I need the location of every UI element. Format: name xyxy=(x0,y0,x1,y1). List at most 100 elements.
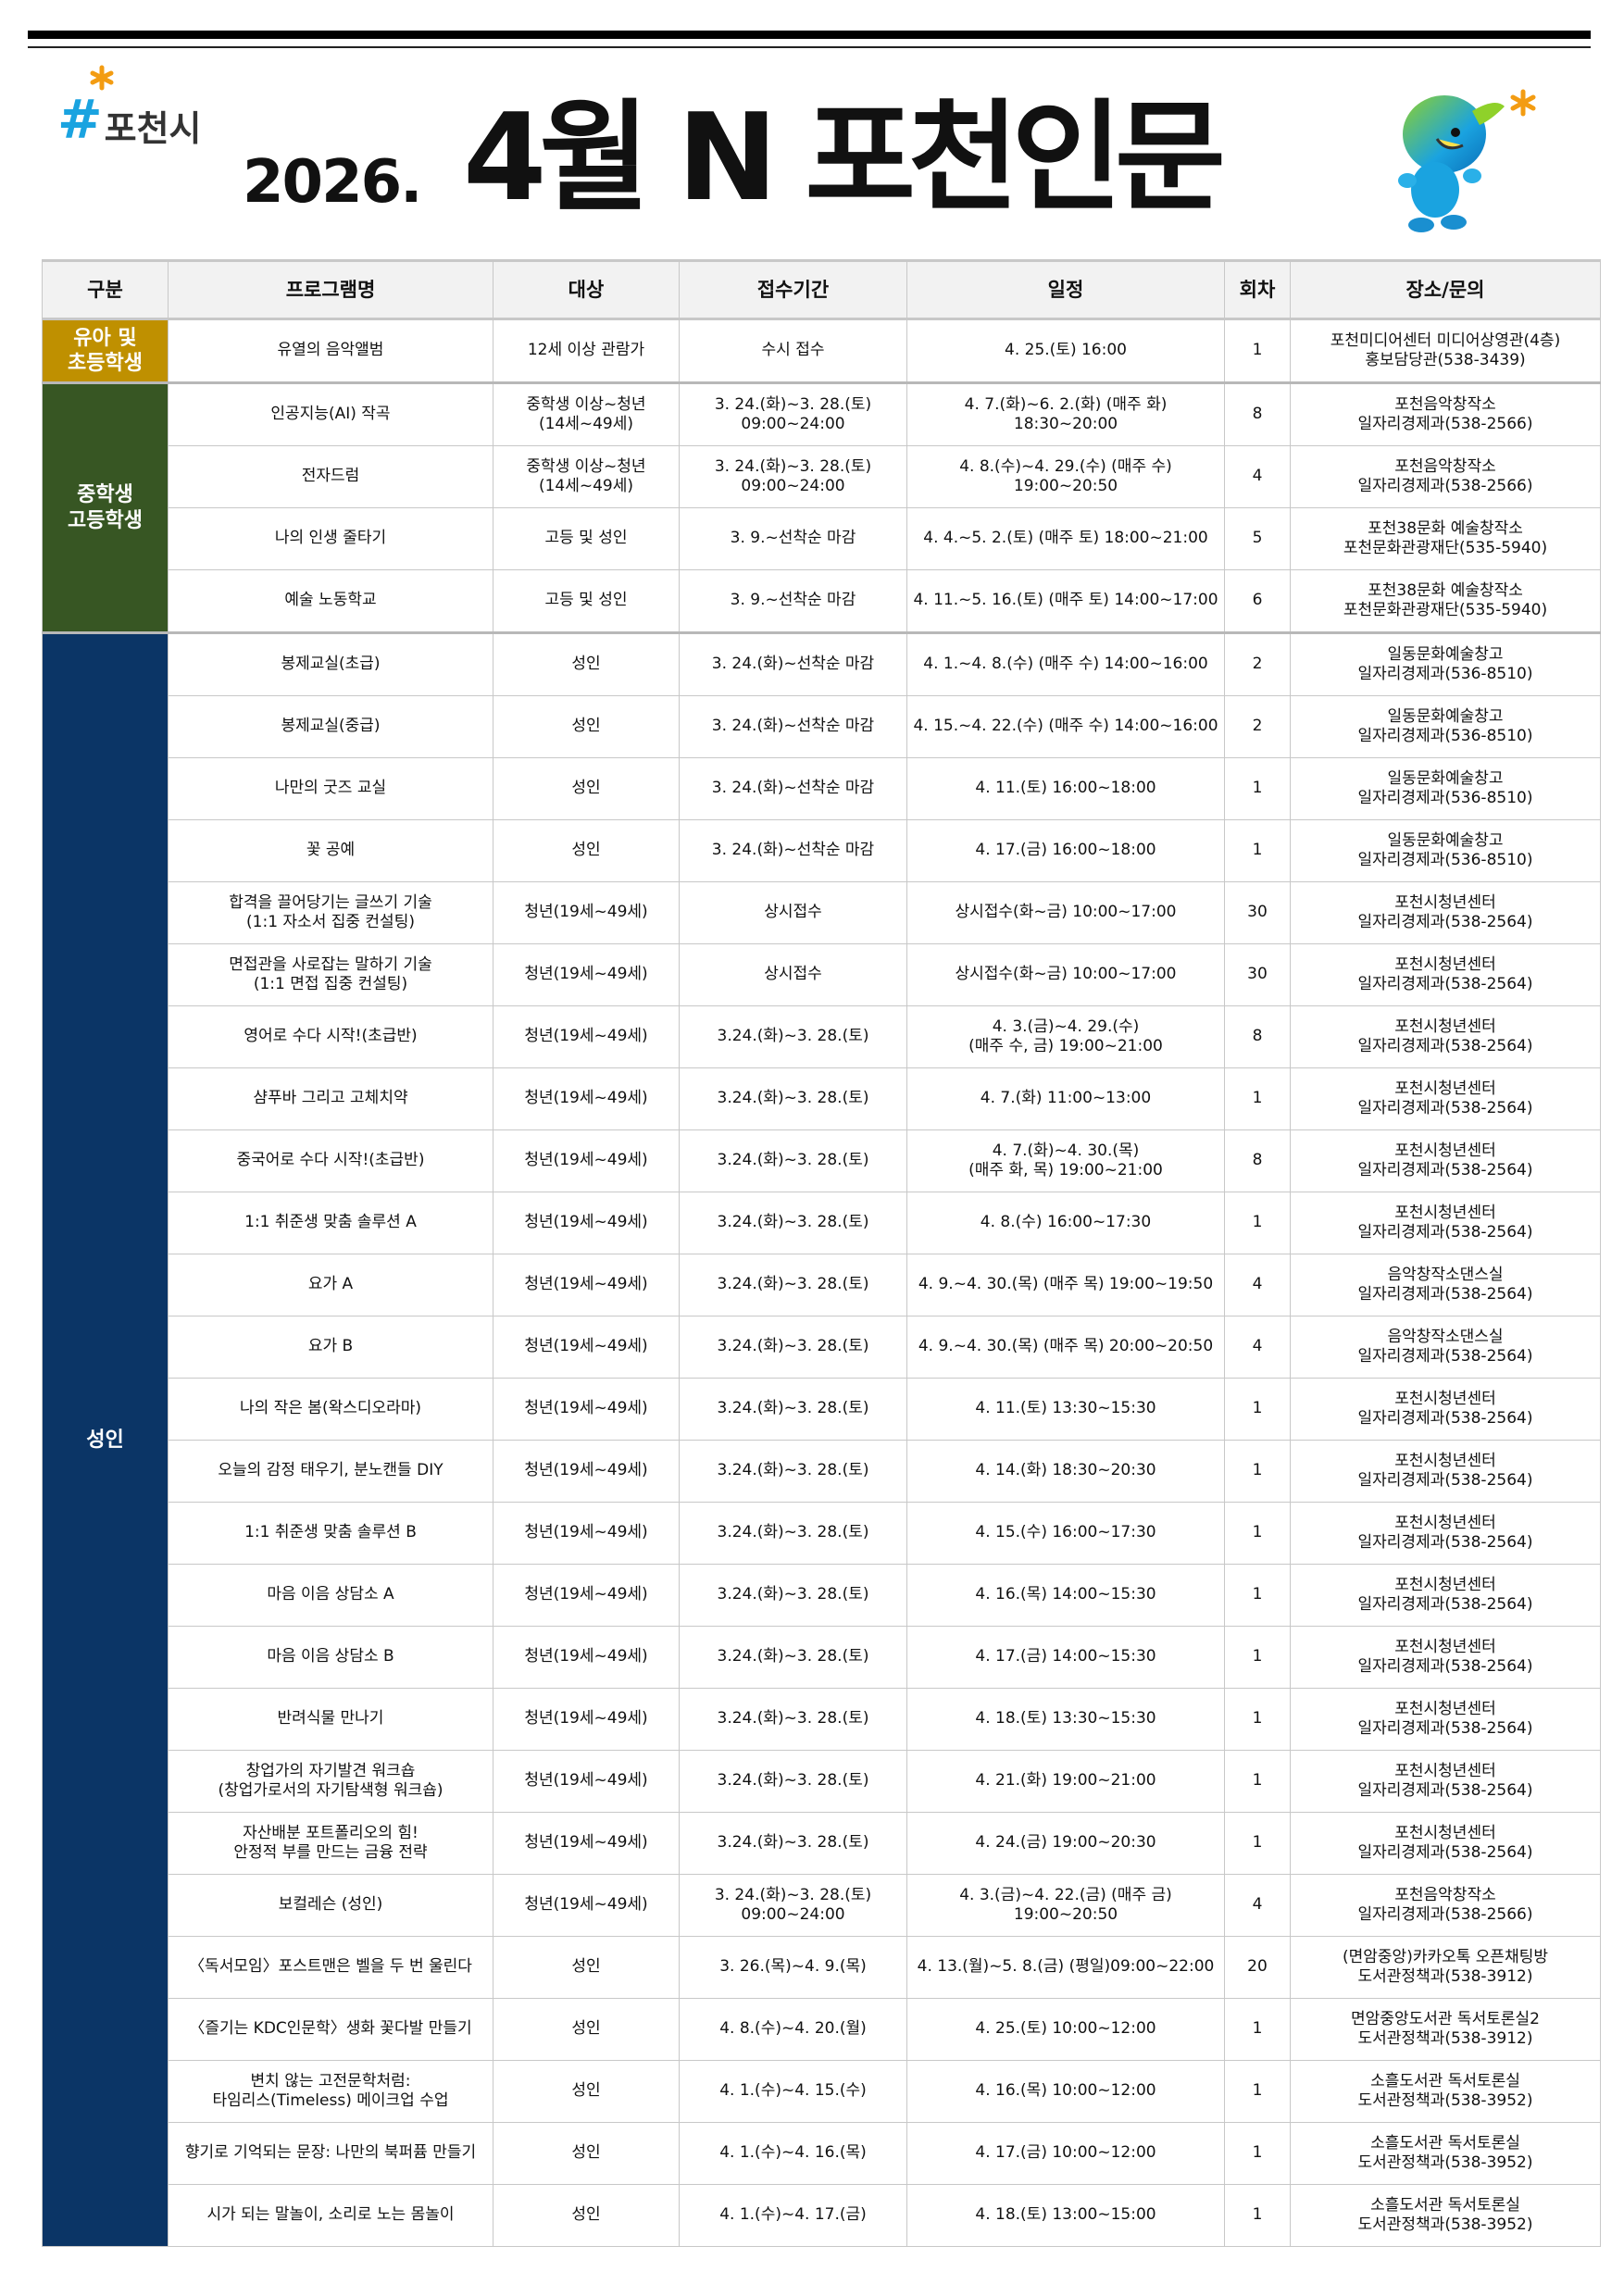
program-name-cell: 요가 B xyxy=(168,1316,493,1379)
table-row: 샴푸바 그리고 고체치약 청년(19세~49세) 3.24.(화)~3. 28.(토… xyxy=(43,1067,1601,1130)
registration-period-cell: 3. 26.(목)~4. 9.(목) xyxy=(679,1936,907,1999)
program-name-cell: 향기로 기억되는 문장: 나만의 북퍼퓸 만들기 xyxy=(168,2122,493,2185)
table-row: 마음 이음 상담소 A 청년(19세~49세) 3.24.(화)~3. 28.(토)… xyxy=(43,1564,1601,1627)
venue-contact-cell: 일동문화예술창고 일자리경제과(536-8510) xyxy=(1290,631,1601,696)
top-rule-thin xyxy=(28,46,1591,48)
program-name-cell: 마음 이음 상담소 A xyxy=(168,1564,493,1627)
registration-period-cell: 3. 24.(화)~선착순 마감 xyxy=(679,695,907,758)
table-row: 〈독서모임〉포스트맨은 벨을 두 번 울린다 성인 3. 26.(목)~4. 9.(… xyxy=(43,1936,1601,1999)
registration-period-cell: 3. 24.(화)~3. 28.(토) 09:00~24:00 xyxy=(679,381,907,446)
venue-contact-cell: 소흘도서관 독서토론실 도서관정책과(538-3952) xyxy=(1290,2122,1601,2185)
col-header-schedule: 일정 xyxy=(906,259,1225,320)
registration-period-cell: 상시접수 xyxy=(679,881,907,944)
target-cell: 성인 xyxy=(493,757,680,820)
schedule-cell: 4. 8.(수) 16:00~17:30 xyxy=(906,1192,1225,1254)
session-count-cell: 30 xyxy=(1224,881,1291,944)
program-name-cell: 시가 되는 말놀이, 소리로 노는 몸놀이 xyxy=(168,2184,493,2247)
program-table: 구분 프로그램명 대상 접수기간 일정 회차 장소/문의 유아 및 초등학생 유열… xyxy=(42,259,1601,2247)
session-count-cell: 1 xyxy=(1224,1564,1291,1627)
table-row: 전자드럼 중학생 이상~청년 (14세~49세) 3. 24.(화)~3. 28.(… xyxy=(43,445,1601,508)
program-name-cell: 면접관을 사로잡는 말하기 기술 (1:1 면접 집중 컨설팅) xyxy=(168,943,493,1006)
session-count-cell: 4 xyxy=(1224,1254,1291,1316)
program-name-cell: 변치 않는 고전문학처럼: 타임리스(Timeless) 메이크업 수업 xyxy=(168,2060,493,2123)
schedule-cell: 4. 3.(금)~4. 29.(수) (매주 수, 금) 19:00~21:00 xyxy=(906,1005,1225,1068)
schedule-cell: 4. 4.~5. 2.(토) (매주 토) 18:00~21:00 xyxy=(906,507,1225,570)
table-row: 변치 않는 고전문학처럼: 타임리스(Timeless) 메이크업 수업 성인 4.… xyxy=(43,2060,1601,2123)
registration-period-cell: 3. 24.(화)~3. 28.(토) 09:00~24:00 xyxy=(679,1874,907,1937)
venue-contact-cell: 포천시청년센터 일자리경제과(538-2564) xyxy=(1290,1626,1601,1689)
target-cell: 청년(19세~49세) xyxy=(493,1812,680,1875)
logo-text: 포천시 xyxy=(104,108,202,149)
col-header-registration: 접수기간 xyxy=(679,259,907,320)
table-header-row: 구분 프로그램명 대상 접수기간 일정 회차 장소/문의 xyxy=(42,259,1601,320)
registration-period-cell: 3.24.(화)~3. 28.(토) xyxy=(679,1502,907,1565)
table-row: 나의 작은 봄(왁스디오라마) 청년(19세~49세) 3.24.(화)~3. 28… xyxy=(43,1378,1601,1441)
schedule-cell: 4. 18.(토) 13:00~15:00 xyxy=(906,2184,1225,2247)
session-count-cell: 4 xyxy=(1224,1316,1291,1379)
registration-period-cell: 3. 24.(화)~선착순 마감 xyxy=(679,757,907,820)
session-count-cell: 30 xyxy=(1224,943,1291,1006)
registration-period-cell: 4. 1.(수)~4. 16.(목) xyxy=(679,2122,907,2185)
table-row: 합격을 끌어당기는 글쓰기 기술 (1:1 자소서 집중 컨설팅) 청년(19세~… xyxy=(43,881,1601,944)
registration-period-cell: 3.24.(화)~3. 28.(토) xyxy=(679,1812,907,1875)
category-cell: 중학생 고등학생 xyxy=(42,381,169,633)
program-name-cell: 봉제교실(초급) xyxy=(168,631,493,696)
schedule-cell: 4. 8.(수)~4. 29.(수) (매주 수) 19:00~20:50 xyxy=(906,445,1225,508)
registration-period-cell: 4. 1.(수)~4. 17.(금) xyxy=(679,2184,907,2247)
schedule-cell: 상시접수(화~금) 10:00~17:00 xyxy=(906,943,1225,1006)
target-cell: 중학생 이상~청년 (14세~49세) xyxy=(493,381,680,446)
registration-period-cell: 3.24.(화)~3. 28.(토) xyxy=(679,1005,907,1068)
col-header-target: 대상 xyxy=(493,259,680,320)
registration-period-cell: 3. 24.(화)~3. 28.(토) 09:00~24:00 xyxy=(679,445,907,508)
schedule-cell: 4. 9.~4. 30.(목) (매주 목) 19:00~19:50 xyxy=(906,1254,1225,1316)
session-count-cell: 6 xyxy=(1224,569,1291,633)
venue-contact-cell: 포천시청년센터 일자리경제과(538-2564) xyxy=(1290,943,1601,1006)
target-cell: 청년(19세~49세) xyxy=(493,1005,680,1068)
table-row: 예술 노동학교 고등 및 성인 3. 9.~선착순 마감 4. 11.~5. 16.(… xyxy=(43,569,1601,633)
table-row: 성인 봉제교실(초급) 성인 3. 24.(화)~선착순 마감 4. 1.~4. 8.(… xyxy=(42,631,1601,2247)
venue-contact-cell: 포천시청년센터 일자리경제과(538-2564) xyxy=(1290,1812,1601,1875)
registration-period-cell: 3. 9.~선착순 마감 xyxy=(679,569,907,633)
target-cell: 성인 xyxy=(493,2184,680,2247)
target-cell: 청년(19세~49세) xyxy=(493,1316,680,1379)
schedule-cell: 4. 21.(화) 19:00~21:00 xyxy=(906,1750,1225,1813)
program-name-cell: 봉제교실(중급) xyxy=(168,695,493,758)
schedule-cell: 4. 17.(금) 14:00~15:30 xyxy=(906,1626,1225,1689)
target-cell: 청년(19세~49세) xyxy=(493,1874,680,1937)
target-cell: 청년(19세~49세) xyxy=(493,1129,680,1192)
session-count-cell: 8 xyxy=(1224,381,1291,446)
program-name-cell: 합격을 끌어당기는 글쓰기 기술 (1:1 자소서 집중 컨설팅) xyxy=(168,881,493,944)
table-row: 1:1 취준생 맞춤 솔루션 B 청년(19세~49세) 3.24.(화)~3. 2… xyxy=(43,1502,1601,1565)
target-cell: 청년(19세~49세) xyxy=(493,1378,680,1441)
schedule-cell: 4. 14.(화) 18:30~20:30 xyxy=(906,1440,1225,1503)
target-cell: 고등 및 성인 xyxy=(493,569,680,633)
year-label: 2026. xyxy=(243,148,422,217)
session-count-cell: 1 xyxy=(1224,2122,1291,2185)
session-count-cell: 4 xyxy=(1224,1874,1291,1937)
schedule-cell: 상시접수(화~금) 10:00~17:00 xyxy=(906,881,1225,944)
schedule-cell: 4. 24.(금) 19:00~20:30 xyxy=(906,1812,1225,1875)
registration-period-cell: 3.24.(화)~3. 28.(토) xyxy=(679,1378,907,1441)
session-count-cell: 1 xyxy=(1224,1502,1291,1565)
target-cell: 성인 xyxy=(493,1998,680,2061)
session-count-cell: 1 xyxy=(1224,2060,1291,2123)
target-cell: 성인 xyxy=(493,819,680,882)
session-count-cell: 8 xyxy=(1224,1005,1291,1068)
target-cell: 청년(19세~49세) xyxy=(493,1067,680,1130)
registration-period-cell: 3.24.(화)~3. 28.(토) xyxy=(679,1129,907,1192)
venue-contact-cell: 포천시청년센터 일자리경제과(538-2564) xyxy=(1290,1502,1601,1565)
session-count-cell: 1 xyxy=(1224,757,1291,820)
program-name-cell: 유열의 음악앨범 xyxy=(168,318,493,383)
target-cell: 청년(19세~49세) xyxy=(493,1750,680,1813)
table-row: 향기로 기억되는 문장: 나만의 북퍼퓸 만들기 성인 4. 1.(수)~4. 16… xyxy=(43,2122,1601,2185)
schedule-cell: 4. 7.(화)~6. 2.(화) (매주 화) 18:30~20:00 xyxy=(906,381,1225,446)
table-row: 1:1 취준생 맞춤 솔루션 A 청년(19세~49세) 3.24.(화)~3. 2… xyxy=(43,1192,1601,1254)
session-count-cell: 2 xyxy=(1224,631,1291,696)
table-row: 면접관을 사로잡는 말하기 기술 (1:1 면접 집중 컨설팅) 청년(19세~4… xyxy=(43,943,1601,1006)
venue-contact-cell: 소흘도서관 독서토론실 도서관정책과(538-3952) xyxy=(1290,2184,1601,2247)
registration-period-cell: 3.24.(화)~3. 28.(토) xyxy=(679,1192,907,1254)
session-count-cell: 2 xyxy=(1224,695,1291,758)
venue-contact-cell: 일동문화예술창고 일자리경제과(536-8510) xyxy=(1290,695,1601,758)
venue-contact-cell: (면암중앙)카카오톡 오픈채팅방 도서관정책과(538-3912) xyxy=(1290,1936,1601,1999)
session-count-cell: 1 xyxy=(1224,1378,1291,1441)
